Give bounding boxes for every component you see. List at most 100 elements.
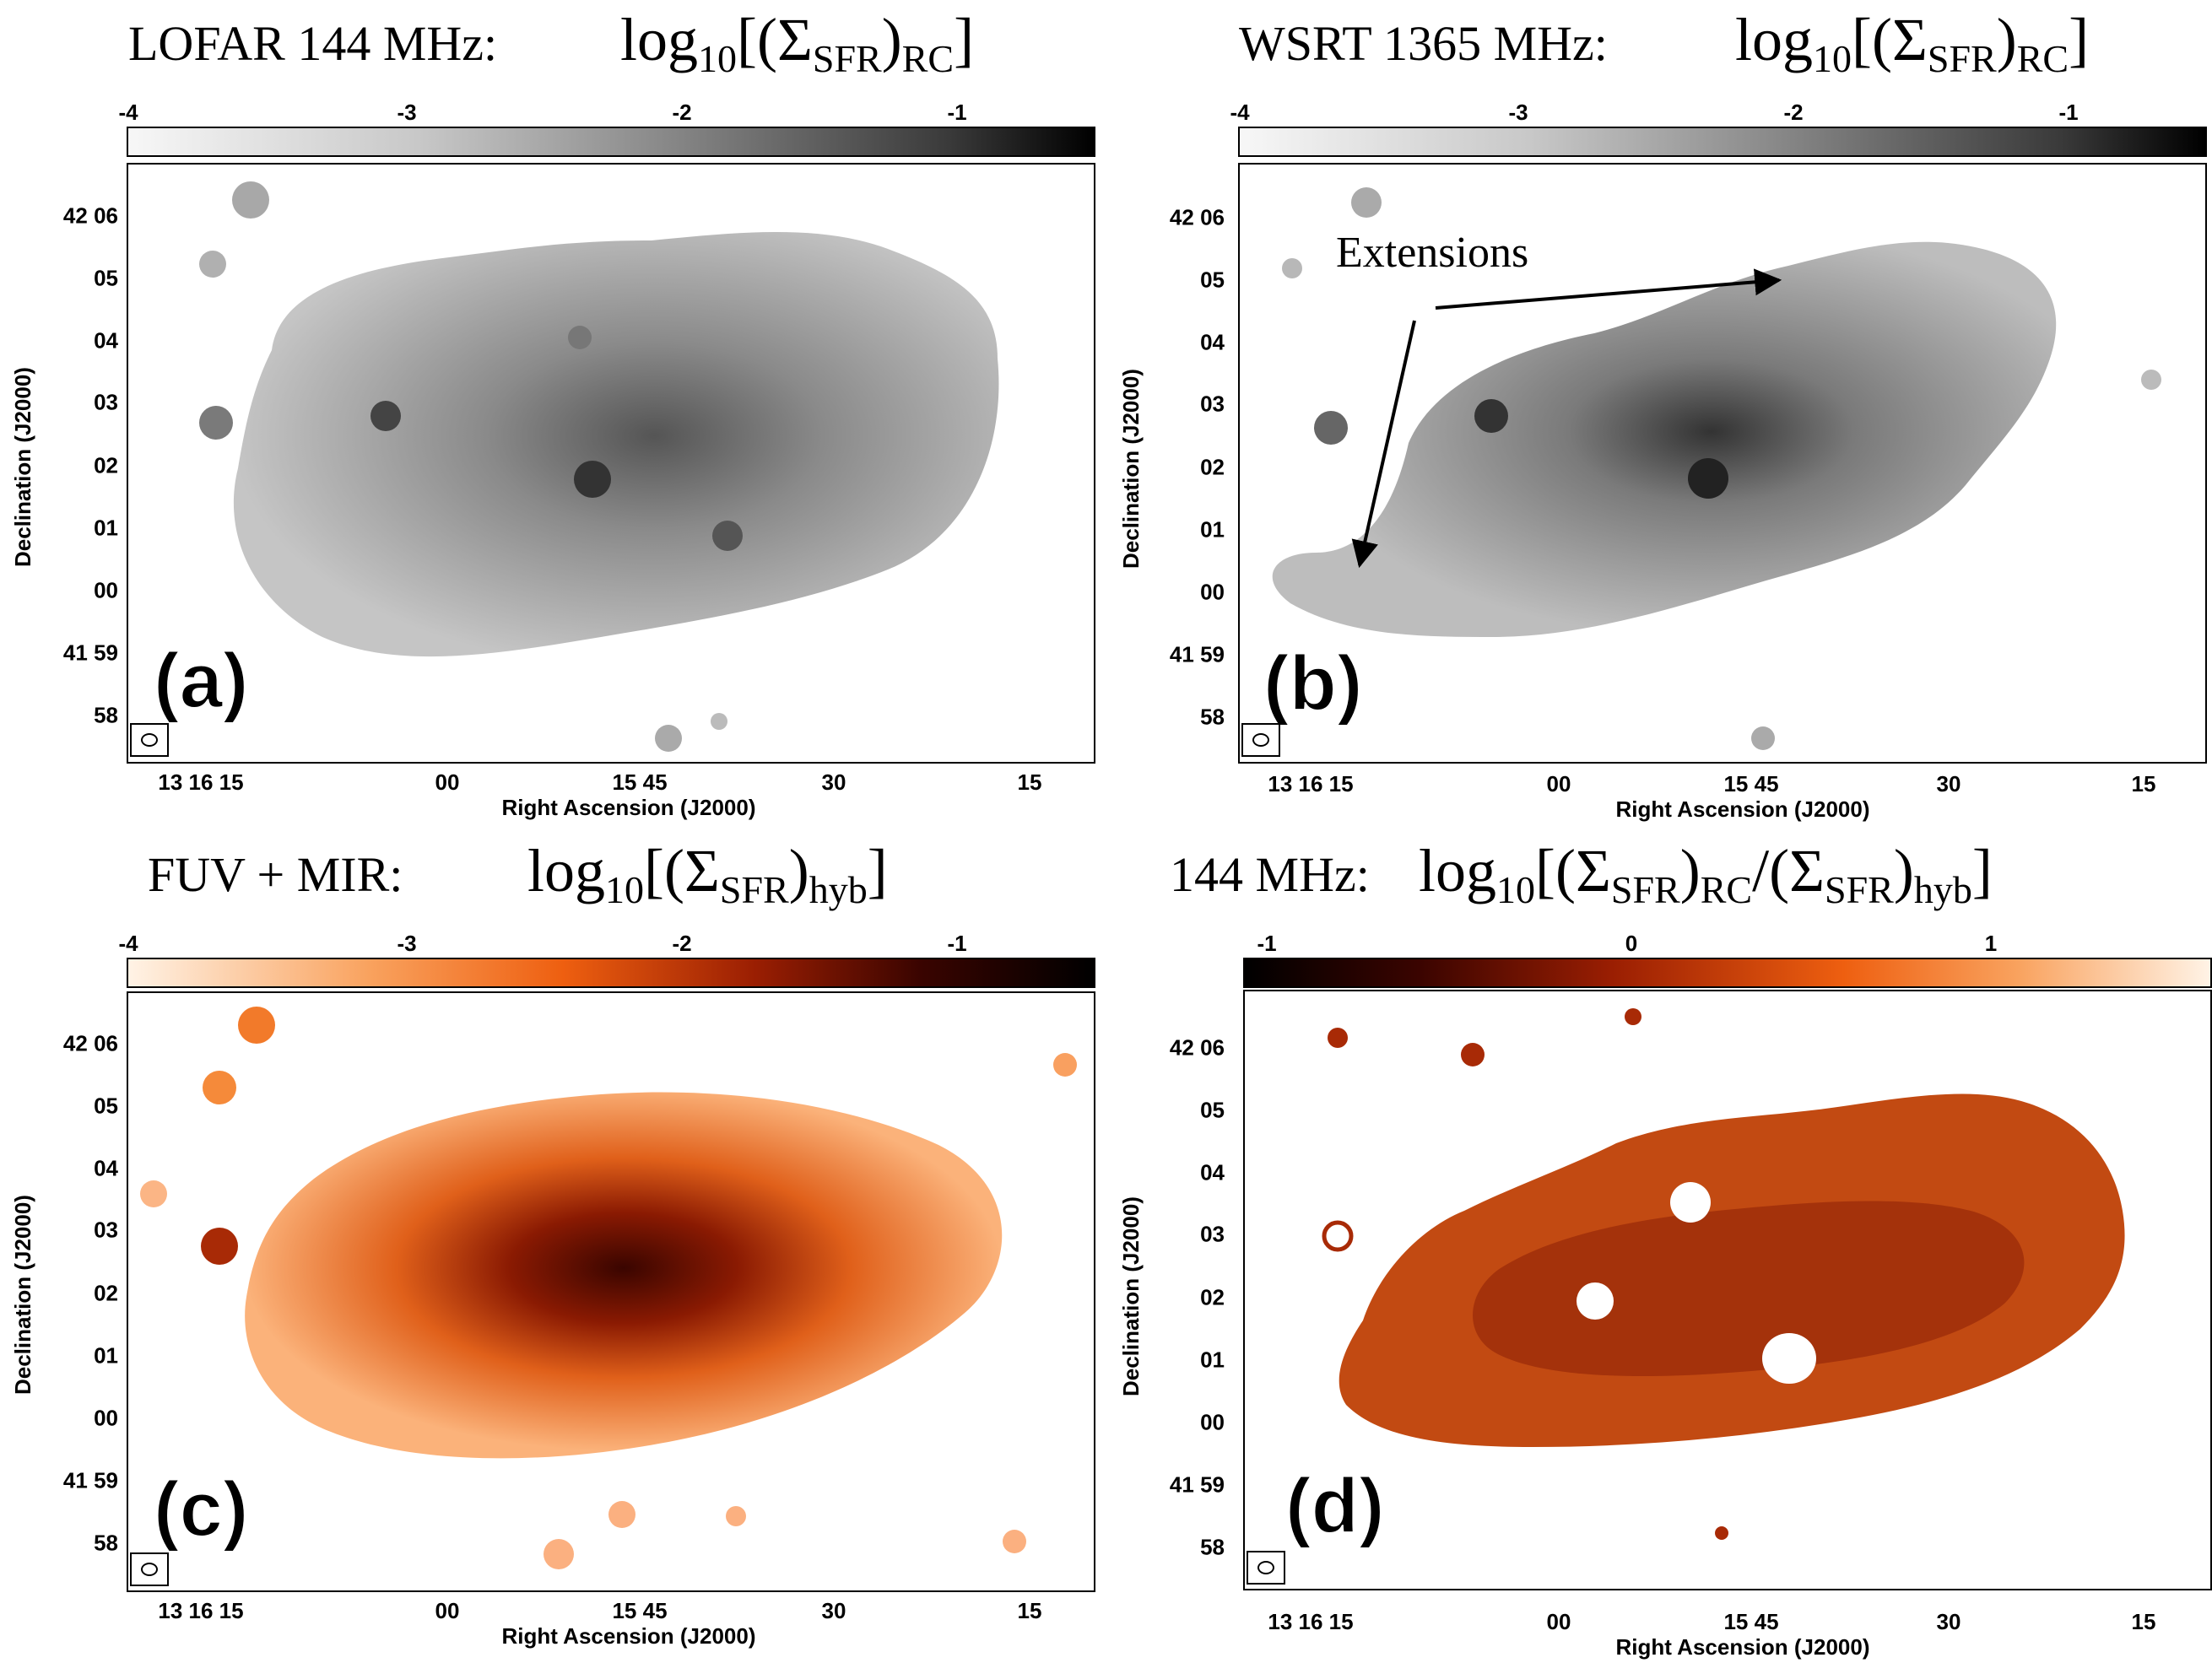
eq-sub: RC xyxy=(2016,37,2069,80)
colorbar-tick: -4 xyxy=(118,931,138,956)
y-axis-label: Declination (J2000) xyxy=(10,367,35,567)
y-tick: 58 xyxy=(1200,1534,1225,1560)
y-tick: 02 xyxy=(94,452,118,478)
eq-sub: RC xyxy=(1700,868,1753,911)
beam-indicator xyxy=(1247,1551,1285,1585)
panel-c: FUV + MIR: log10[(ΣSFR)hyb] -4 -3 -2 -1 xyxy=(0,831,1106,1662)
radio-map-a xyxy=(199,181,999,752)
radio-map-b xyxy=(1272,187,2161,750)
panel-label-d: (d) xyxy=(1284,1462,1385,1550)
y-tick: 00 xyxy=(1200,1409,1225,1435)
x-tick: 15 xyxy=(1017,1598,1042,1623)
y-tick: 41 59 xyxy=(62,640,118,666)
x-axis-label: Right Ascension (J2000) xyxy=(501,795,756,820)
eq-sigma: [(Σ xyxy=(644,837,720,904)
x-tick: 15 45 xyxy=(612,769,668,795)
eq-log: log xyxy=(1419,837,1497,904)
colorbar-tick: -2 xyxy=(672,931,692,956)
panel-c-title-prefix: FUV + MIR: xyxy=(148,847,403,902)
eq-mid: /(Σ xyxy=(1752,837,1825,904)
eq-close: ) xyxy=(1679,837,1701,904)
eq-end: ] xyxy=(1971,837,1993,904)
y-tick: 04 xyxy=(94,1155,118,1181)
y-tick: 42 06 xyxy=(1169,204,1225,230)
panel-a-title-equation: log10[(ΣSFR)RC] xyxy=(620,5,974,81)
panel-d-title-equation: log10[(ΣSFR)RC/(ΣSFR)hyb] xyxy=(1419,836,1993,912)
colorbar-orange-reversed xyxy=(1243,958,2212,988)
x-tick: 13 16 15 xyxy=(1268,771,1354,796)
eq-sub: SFR xyxy=(1824,868,1894,911)
panel-label-b: (b) xyxy=(1263,640,1363,727)
colorbar-tick: -4 xyxy=(118,100,138,125)
y-tick: 01 xyxy=(1200,1347,1225,1373)
sfr-map-c xyxy=(140,1007,1077,1569)
y-tick: 58 xyxy=(94,702,118,728)
eq-sub: hyb xyxy=(809,868,868,911)
y-tick: 41 59 xyxy=(1169,641,1225,667)
y-tick: 05 xyxy=(94,265,118,291)
x-axis-label: Right Ascension (J2000) xyxy=(501,1623,756,1649)
x-tick: 13 16 15 xyxy=(158,1598,244,1623)
x-tick: 15 xyxy=(1017,769,1042,795)
colorbar-tick: -2 xyxy=(672,100,692,125)
y-tick: 03 xyxy=(1200,391,1225,417)
eq-end: ] xyxy=(867,837,888,904)
y-tick: 05 xyxy=(1200,267,1225,293)
y-tick: 04 xyxy=(94,327,118,354)
panel-d-title-prefix: 144 MHz: xyxy=(1170,847,1370,902)
y-tick: 00 xyxy=(94,577,118,603)
x-tick: 00 xyxy=(435,1598,460,1623)
panel-b: WSRT 1365 MHz: log10[(ΣSFR)RC] -4 -3 -2 … xyxy=(1106,0,2212,831)
colorbar-tick: -3 xyxy=(397,100,417,125)
x-tick: 30 xyxy=(1936,1609,1961,1634)
beam-indicator xyxy=(1241,723,1280,757)
y-tick: 42 06 xyxy=(1169,1034,1225,1061)
eq-sub: 10 xyxy=(698,37,738,80)
colorbar-tick: -3 xyxy=(1508,100,1528,125)
y-tick: 41 59 xyxy=(1169,1471,1225,1498)
y-tick: 42 06 xyxy=(62,1030,118,1056)
y-tick: 00 xyxy=(1200,579,1225,605)
eq-sub: SFR xyxy=(1610,868,1680,911)
y-axis-label: Declination (J2000) xyxy=(10,1195,35,1395)
eq-end: ] xyxy=(2069,6,2090,73)
colorbar-gray xyxy=(127,127,1095,157)
y-tick: 58 xyxy=(1200,704,1225,730)
eq-close: ) xyxy=(881,6,902,73)
map-frame-c xyxy=(127,991,1095,1592)
eq-sigma: [(Σ xyxy=(737,6,813,73)
panel-a-title-prefix: LOFAR 144 MHz: xyxy=(128,16,498,71)
x-tick: 13 16 15 xyxy=(158,769,244,795)
x-tick: 15 xyxy=(2131,1609,2156,1634)
y-tick: 01 xyxy=(1200,516,1225,543)
panel-label-c: (c) xyxy=(153,1466,249,1553)
eq-sub: SFR xyxy=(812,37,882,80)
x-axis-label: Right Ascension (J2000) xyxy=(1615,1634,1870,1660)
eq-end: ] xyxy=(954,6,975,73)
y-tick: 03 xyxy=(94,1217,118,1243)
extensions-annotation: Extensions xyxy=(1336,229,1529,277)
x-tick: 00 xyxy=(435,769,460,795)
x-tick: 00 xyxy=(1546,1609,1571,1634)
y-tick: 03 xyxy=(94,389,118,415)
colorbar-tick: -1 xyxy=(947,100,967,125)
x-axis-label: Right Ascension (J2000) xyxy=(1615,796,1870,822)
colorbar-gray xyxy=(1238,127,2207,157)
eq-sub: 10 xyxy=(1496,868,1536,911)
y-tick: 02 xyxy=(94,1280,118,1306)
colorbar-tick: -1 xyxy=(1257,931,1277,956)
map-frame-d xyxy=(1243,990,2212,1590)
panel-d: 144 MHz: log10[(ΣSFR)RC/(ΣSFR)hyb] -1 0 … xyxy=(1106,831,2212,1662)
panel-a: LOFAR 144 MHz: log10[(ΣSFR)RC] -4 -3 -2 … xyxy=(0,0,1106,831)
eq-sub: SFR xyxy=(719,868,789,911)
eq-log: log xyxy=(527,837,606,904)
eq-sub: hyb xyxy=(1913,868,1972,911)
eq-log: log xyxy=(620,6,699,73)
y-tick: 04 xyxy=(1200,329,1225,355)
eq-close: ) xyxy=(1996,6,2017,73)
y-tick: 00 xyxy=(94,1405,118,1431)
x-tick: 30 xyxy=(821,1598,846,1623)
y-tick: 41 59 xyxy=(62,1467,118,1493)
x-tick: 13 16 15 xyxy=(1268,1609,1354,1634)
eq-sigma: [(Σ xyxy=(1535,837,1611,904)
